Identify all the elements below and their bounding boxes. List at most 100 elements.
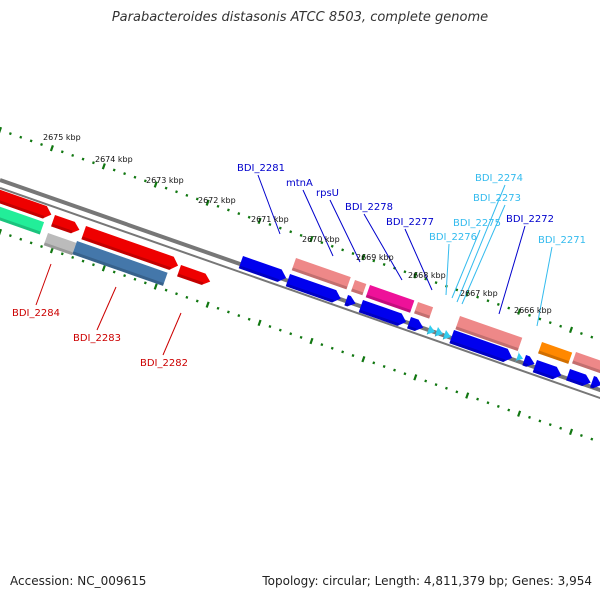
ruler-tick-label: 2669 kbp	[356, 253, 394, 262]
gene-blue-1-shade	[238, 265, 280, 283]
gene-blue-2-shape	[285, 274, 341, 303]
outer-ruler-tick	[123, 172, 127, 176]
gene-blue-5-shade	[407, 325, 417, 332]
outer-ruler-tick	[507, 306, 511, 310]
gene-bdi-2278-shape	[414, 302, 434, 319]
outer-ruler-tick	[92, 161, 95, 165]
gene-label: BDI_2275	[453, 218, 501, 229]
inner-ruler-tick	[330, 346, 334, 350]
gene-bdi-2281-shade	[291, 267, 348, 290]
gene-label: BDI_2276	[429, 232, 477, 243]
leader-line	[461, 204, 506, 305]
inner-ruler-tick	[92, 263, 95, 267]
inner-ruler-tick	[164, 288, 168, 292]
gene-bdi-2281-shape	[291, 258, 351, 290]
gene-bdi-2278	[414, 302, 434, 319]
gene-group	[0, 188, 600, 389]
gene-mtna-shade	[351, 288, 364, 296]
gene-right-edge	[572, 352, 600, 374]
outer-ruler-tick	[195, 197, 199, 201]
gene-label: BDI_2273	[473, 193, 521, 204]
leader-line	[445, 243, 450, 296]
ruler-tick-label: 2666 kbp	[514, 306, 552, 315]
inner-ruler-tick	[476, 397, 480, 401]
gene-blue-3-shade	[344, 302, 350, 307]
gene-bdi-2283-steel-shade	[72, 251, 164, 286]
gene-label: BDI_2281	[237, 163, 285, 174]
gene-cyan-2-shade	[434, 333, 437, 337]
outer-ruler-tick	[569, 326, 574, 334]
accession-text: Accession: NC_009615	[10, 574, 147, 588]
inner-ruler-tick	[309, 337, 314, 345]
inner-ruler-tick	[257, 319, 262, 327]
inner-ruler-tick	[455, 390, 459, 394]
gene-bdi-2278-shade	[414, 310, 431, 319]
gene-label: BDI_2271	[538, 235, 586, 246]
gene-blue-8-shape	[532, 360, 562, 380]
inner-ruler-tick	[237, 314, 241, 318]
outer-ruler-tick	[361, 253, 366, 261]
gene-right-edge-shade	[572, 360, 600, 374]
inner-ruler-tick	[153, 283, 158, 290]
outer-ruler-tick	[205, 199, 210, 206]
inner-ruler-tick	[289, 332, 293, 336]
outer-ruler-tick	[49, 144, 54, 152]
gene-cyan-1-shade	[426, 331, 429, 335]
outer-ruler-tick	[216, 204, 220, 208]
gene-cyan-1	[426, 325, 435, 335]
gene-bdi-2283-red-shade	[81, 236, 172, 271]
inner-ruler-tick	[40, 245, 43, 249]
gene-blue-3	[344, 295, 356, 307]
outer-ruler-tick	[496, 302, 500, 306]
gene-blue-2-shade	[285, 283, 334, 303]
gene-bdi-2272-shade	[455, 326, 519, 352]
ruler-tick-label: 2675 kbp	[43, 133, 81, 142]
inner-ruler-tick	[19, 237, 23, 241]
inner-ruler-tick	[496, 404, 500, 408]
outer-ruler-tick	[320, 241, 324, 245]
inner-ruler-tick	[507, 408, 511, 412]
outer-ruler-tick	[351, 252, 355, 256]
inner-ruler-tick	[341, 350, 345, 354]
leader-line	[498, 225, 526, 315]
gene-cyan-3-shade	[442, 336, 445, 340]
outer-ruler-tick	[60, 150, 64, 154]
gene-label: BDI_2278	[345, 202, 393, 213]
outer-ruler-tick	[372, 259, 376, 263]
gene-blue-10	[590, 376, 600, 389]
gene-bdi-2281	[291, 258, 351, 290]
outer-ruler-tick	[278, 226, 282, 230]
gene-bdi-2272	[455, 316, 523, 352]
inner-ruler-tick	[226, 310, 230, 314]
inner-ruler-tick	[29, 241, 33, 245]
outer-ruler-tick	[476, 295, 480, 299]
gene-blue-4-shade	[358, 309, 400, 327]
inner-ruler-tick	[590, 437, 594, 441]
leader-line	[451, 229, 481, 299]
outer-ruler-tick	[143, 179, 147, 183]
gene-bdi-2283-red-shape	[81, 226, 179, 270]
outer-ruler-tick	[517, 308, 522, 315]
outer-ruler-tick	[29, 139, 33, 143]
gene-cyan-4	[514, 351, 524, 362]
gene-gray-shade	[43, 242, 74, 256]
backbone-line-inner	[0, 187, 600, 400]
outer-ruler-tick	[382, 262, 386, 266]
leader-line	[404, 228, 433, 291]
gene-blue-10-shape	[590, 376, 600, 389]
gene-label: BDI_2277	[386, 217, 434, 228]
gene-bdi-2282-shape	[177, 265, 211, 285]
gene-label: BDI_2283	[73, 333, 121, 344]
genome-summary-text: Topology: circular; Length: 4,811,379 bp…	[262, 574, 592, 588]
gene-cyan-2	[434, 327, 443, 337]
outer-ruler-tick	[538, 317, 542, 321]
inner-ruler-tick	[517, 410, 522, 417]
gene-blue-9	[566, 369, 591, 387]
leader-line	[162, 312, 182, 356]
map-title: Parabacteroides distasonis ATCC 8503, co…	[111, 10, 489, 25]
gene-cyan-3-shape	[442, 330, 451, 340]
gene-blue-6-shape	[449, 330, 513, 363]
leader-line	[96, 286, 117, 331]
gene-cyan-4-shape	[514, 351, 524, 362]
gene-blue-4-shape	[358, 300, 407, 326]
